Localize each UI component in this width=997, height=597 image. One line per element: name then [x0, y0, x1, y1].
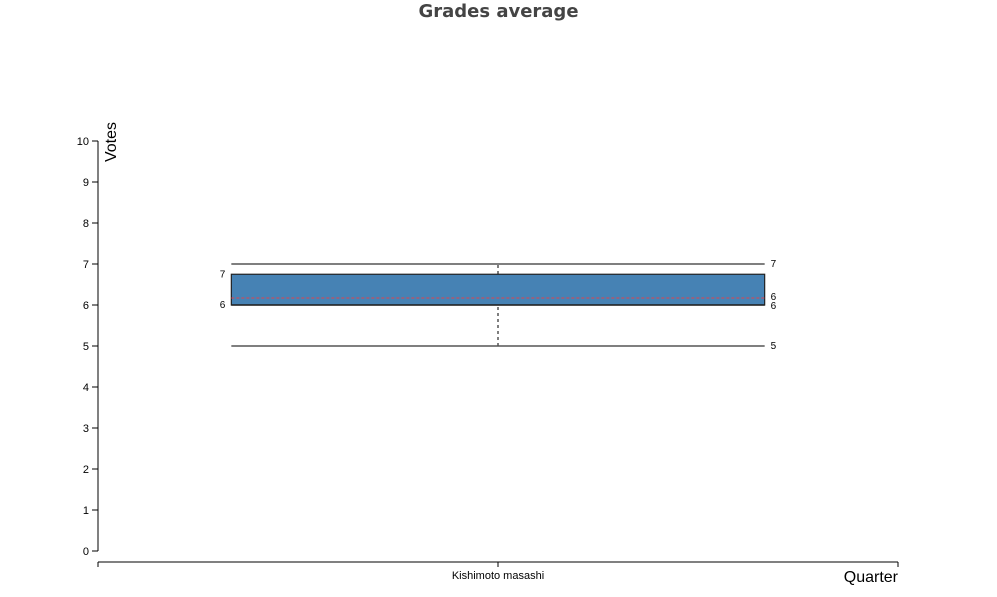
- x-axis: Kishimoto masashi: [97, 561, 899, 582]
- y-axis-title: Votes: [103, 122, 120, 162]
- y-tick-label: 9: [83, 177, 89, 189]
- q3-label: 7: [220, 269, 226, 280]
- y-tick-label: 3: [83, 423, 89, 435]
- y-tick-label: 4: [83, 382, 89, 394]
- y-tick-label: 8: [83, 218, 89, 230]
- whisker-low-label: 5: [771, 341, 777, 352]
- q1-right-label: 6: [771, 301, 777, 312]
- y-axis: 0 1 2 3 4 5 6 7 8 9 10: [77, 136, 99, 558]
- y-tick-label: 2: [83, 464, 89, 476]
- whisker-high-label: 7: [771, 259, 777, 270]
- chart-title: Grades average: [418, 1, 579, 22]
- x-tick-label: Kishimoto masashi: [452, 570, 544, 582]
- box-rect: [230, 273, 766, 306]
- y-tick-label: 1: [83, 505, 89, 517]
- y-tick-label: 7: [83, 259, 89, 271]
- q1-label: 6: [220, 300, 226, 311]
- y-tick-label: 0: [83, 546, 89, 558]
- x-axis-title: Quarter: [844, 569, 899, 586]
- y-tick-label: 10: [77, 136, 89, 148]
- mean-label: 6: [771, 292, 777, 303]
- y-tick-label: 5: [83, 341, 89, 353]
- y-tick-label: 6: [83, 300, 89, 312]
